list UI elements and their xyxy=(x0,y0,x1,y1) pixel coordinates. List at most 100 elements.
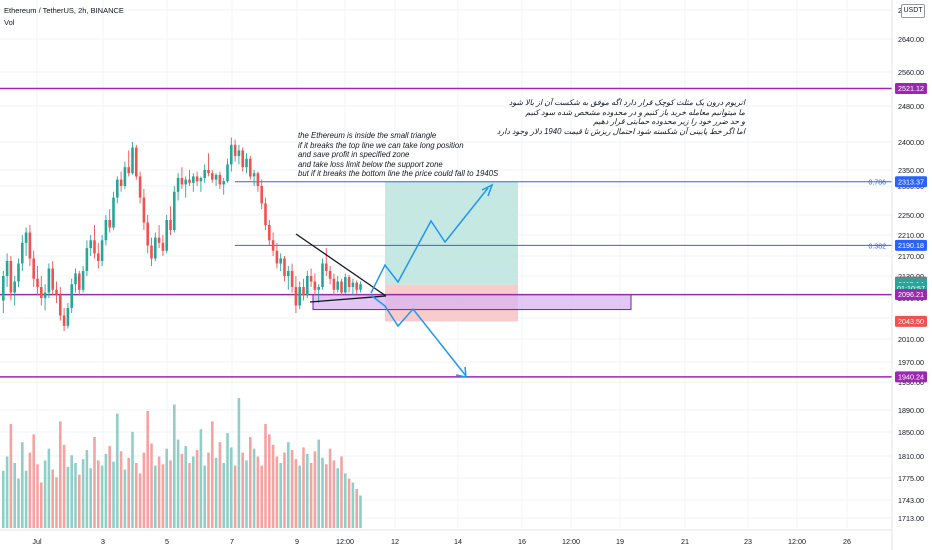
candle-body xyxy=(28,232,32,259)
price-tick-label: 1743.00 xyxy=(898,496,924,505)
candle-body xyxy=(123,167,127,186)
candle-body xyxy=(199,178,203,182)
time-tick-label: 19 xyxy=(616,537,624,546)
volume-bar xyxy=(24,470,28,528)
volume-bar xyxy=(127,457,130,528)
arrow-head xyxy=(481,183,494,197)
time-tick-label: 12:00 xyxy=(562,537,580,546)
volume-bar xyxy=(199,429,203,528)
support-box xyxy=(312,294,632,311)
volume-bar xyxy=(226,433,229,528)
candle-body xyxy=(180,178,184,185)
candle-body xyxy=(100,240,104,261)
candle-body xyxy=(192,176,195,183)
volume-bar xyxy=(150,443,153,528)
candle-body xyxy=(119,179,123,186)
symbol-title[interactable]: Ethereum / TetherUS, 2h, BINANCE xyxy=(4,6,124,15)
volume-bar xyxy=(100,465,104,528)
candle-body xyxy=(355,282,358,290)
english-line: but if it breaks the bottom line the pri… xyxy=(298,169,499,179)
candle-body xyxy=(78,273,81,290)
time-tick-label: 3 xyxy=(101,537,105,546)
volume-bar xyxy=(211,421,214,528)
volume-bar xyxy=(36,464,39,528)
time-tick-label: 7 xyxy=(230,537,234,546)
volume-bar xyxy=(283,452,286,528)
price-tick-label: 2480.00 xyxy=(898,102,924,111)
candle-body xyxy=(317,287,320,290)
price-axis[interactable]: 2720.002640.002560.002480.002400.002350.… xyxy=(891,0,924,550)
candle-body xyxy=(268,225,271,241)
currency-button[interactable]: USDT xyxy=(901,4,925,18)
candle-body xyxy=(1,276,5,301)
volume-bar xyxy=(245,460,248,528)
volume-bar xyxy=(62,444,66,528)
price-label-tag xyxy=(895,315,927,327)
candle-body xyxy=(169,220,172,230)
volume-bar xyxy=(51,469,54,528)
candle-body xyxy=(359,284,362,290)
volume-bar xyxy=(306,453,309,528)
volume-indicator-label[interactable]: Vol xyxy=(4,18,15,27)
candle-body xyxy=(332,278,336,290)
candle-body xyxy=(306,276,309,296)
candle-body xyxy=(344,277,347,293)
volume-bar xyxy=(321,457,324,528)
candle-body xyxy=(249,158,252,177)
candle-body xyxy=(173,191,176,230)
time-axis[interactable]: Jul 3 5 7 9 12:00 12 14 16 12:00 19 21 23 12:00 26 xyxy=(0,529,892,546)
candle-body xyxy=(135,147,138,177)
time-tick-label: 12:00 xyxy=(788,537,806,546)
volume-bar xyxy=(347,478,351,528)
volume-bar xyxy=(180,453,184,528)
candle-body xyxy=(161,242,165,251)
position-zones xyxy=(312,181,632,322)
price-label-tag xyxy=(895,176,927,188)
candle-body xyxy=(287,271,290,276)
english-annotation: the Ethereum is inside the small triangl… xyxy=(298,131,498,179)
candle-body xyxy=(290,271,294,287)
volume-bar xyxy=(28,452,32,528)
volume-bar xyxy=(176,439,180,528)
volume-bar xyxy=(173,404,176,528)
bearish-path-arrow xyxy=(371,295,467,377)
volume-bar xyxy=(309,463,313,528)
english-line: if it breaks the top line we can take lo… xyxy=(298,140,464,150)
candle-body xyxy=(85,248,89,271)
persian-line: اما اگر خط پایینی آن شکسته شود احتمال ری… xyxy=(496,126,745,136)
price-tick-label: 2640.00 xyxy=(898,35,924,44)
volume-bar xyxy=(146,411,149,528)
price-label-text: 2521.12 xyxy=(898,84,924,93)
volume-bar xyxy=(233,465,237,528)
volume-bar xyxy=(218,442,222,528)
volume-bar xyxy=(59,421,62,528)
price-labels: 2521.122313.372190.182119.082115.1401:10… xyxy=(895,83,927,383)
volume-bar xyxy=(89,468,92,528)
volume-bar xyxy=(290,450,294,528)
fib-label: 0.382 xyxy=(868,243,886,250)
price-tick-label: 2560.00 xyxy=(898,68,924,77)
price-label-text: 1940.24 xyxy=(898,372,924,381)
candle-body xyxy=(218,174,222,185)
fib-label: 0.786 xyxy=(868,180,886,187)
volume-bar xyxy=(260,465,263,528)
candle-body xyxy=(207,170,210,174)
volume-bar xyxy=(325,464,328,528)
candle-body xyxy=(283,258,286,276)
volume-bar xyxy=(135,463,138,528)
candle-body xyxy=(165,220,168,251)
volume-bar xyxy=(116,413,119,528)
volume-bar xyxy=(93,437,96,528)
candle-body xyxy=(47,268,51,293)
volume-bar xyxy=(351,482,355,528)
price-tick-label: 1890.00 xyxy=(898,406,924,415)
triangle-top-line xyxy=(295,233,387,297)
candle-body xyxy=(112,197,115,228)
candle-body xyxy=(214,174,218,180)
volume-bar xyxy=(317,439,320,528)
volume-bar xyxy=(287,442,290,528)
volume-bar xyxy=(332,460,336,528)
candle-body xyxy=(116,179,119,198)
volume-bar xyxy=(192,456,195,528)
